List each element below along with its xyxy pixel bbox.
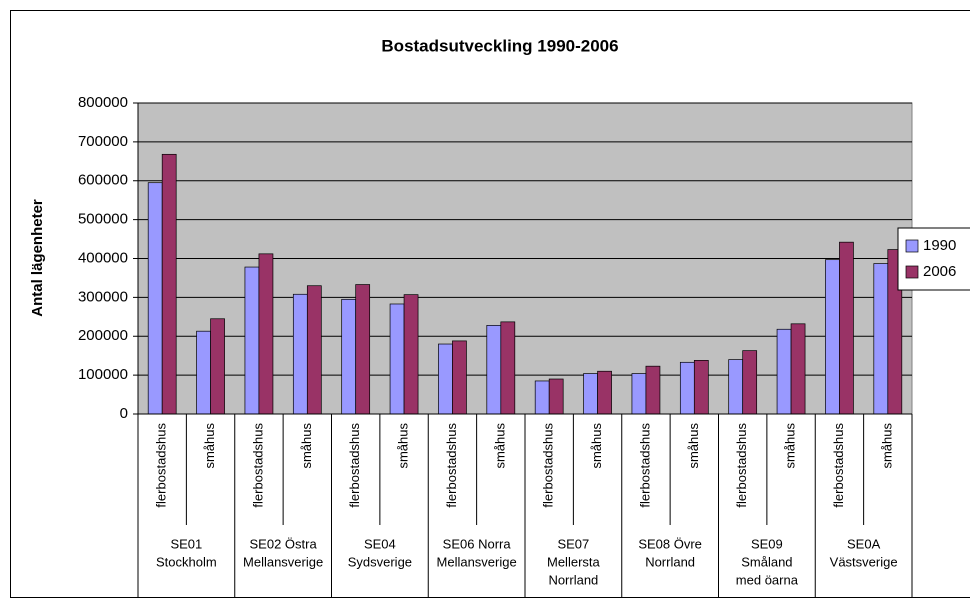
bar xyxy=(548,378,564,415)
x-tick-label: småhus xyxy=(299,423,314,469)
bar xyxy=(776,328,792,415)
x-tick-label: flerbostadshus xyxy=(444,423,459,508)
bar xyxy=(873,263,889,415)
bar xyxy=(839,241,854,415)
x-tick-label: flerbostadshus xyxy=(154,423,169,508)
y-tick-label: 100000 xyxy=(78,366,128,383)
legend-label: 2006 xyxy=(923,263,956,280)
bar xyxy=(341,298,357,415)
bar xyxy=(196,330,211,415)
group-label: SE04 xyxy=(364,536,396,551)
x-tick-label: småhus xyxy=(492,423,507,469)
bar xyxy=(790,323,806,415)
y-tick-label: 200000 xyxy=(78,327,128,344)
group-label: Mellansverige xyxy=(437,554,517,569)
y-tick-label: 600000 xyxy=(78,172,128,189)
bar xyxy=(728,359,744,415)
group-label: med öarna xyxy=(736,572,799,587)
group-label: SE06 Norra xyxy=(443,536,512,551)
x-tick-label: småhus xyxy=(202,423,217,469)
bar xyxy=(210,318,225,415)
bar xyxy=(244,266,260,415)
x-tick-label: flerbostadshus xyxy=(734,423,749,508)
x-tick-label: flerbostadshus xyxy=(347,423,362,508)
y-tick-label: 0 xyxy=(120,405,128,422)
group-label: Mellersta xyxy=(547,554,601,569)
bar xyxy=(645,365,661,415)
bar xyxy=(147,182,163,415)
x-tick-label: flerbostadshus xyxy=(541,423,556,508)
group-label: Norrland xyxy=(645,554,695,569)
bar xyxy=(679,361,695,415)
x-tick-label: småhus xyxy=(783,423,798,469)
y-tick-label: 800000 xyxy=(78,94,128,111)
bar xyxy=(292,293,308,415)
legend-label: 1990 xyxy=(923,237,956,254)
bar xyxy=(452,340,467,415)
chart-title: Bostadsutveckling 1990-2006 xyxy=(381,36,618,55)
group-label: SE02 Östra xyxy=(250,536,318,551)
bar xyxy=(693,360,709,415)
bar xyxy=(306,285,322,415)
x-tick-label: småhus xyxy=(589,423,604,469)
group-label: Norrland xyxy=(548,572,598,587)
group-label: Sydsverige xyxy=(348,554,412,569)
group-label: Stockholm xyxy=(156,554,217,569)
y-tick-label: 300000 xyxy=(78,288,128,305)
x-tick-label: småhus xyxy=(396,423,411,469)
legend-swatch xyxy=(905,265,919,279)
bar xyxy=(597,370,612,415)
bar xyxy=(583,373,598,415)
x-tick-label: småhus xyxy=(879,423,894,469)
y-axis-label: Antal lägenheter xyxy=(29,199,46,317)
group-label: SE01 xyxy=(170,536,202,551)
group-label: SE0A xyxy=(847,536,881,551)
y-tick-label: 500000 xyxy=(78,211,128,228)
bar xyxy=(486,325,502,415)
legend-box xyxy=(897,227,970,291)
y-tick-label: 700000 xyxy=(78,133,128,150)
bar xyxy=(438,343,453,415)
bar xyxy=(161,153,177,415)
bar xyxy=(631,373,647,415)
group-label: Västsverige xyxy=(830,554,898,569)
bar xyxy=(825,259,840,415)
group-label: SE08 Övre xyxy=(638,536,702,551)
bar xyxy=(534,380,550,415)
bar xyxy=(355,284,371,415)
x-tick-label: flerbostadshus xyxy=(831,423,846,508)
group-label: SE07 xyxy=(557,536,589,551)
bar xyxy=(389,303,405,415)
bar xyxy=(742,350,758,415)
bar xyxy=(258,253,274,415)
group-label: Småland xyxy=(741,554,792,569)
group-label: Mellansverige xyxy=(243,554,323,569)
group-label: SE09 xyxy=(751,536,783,551)
legend-swatch xyxy=(905,239,919,253)
bar xyxy=(500,321,516,415)
y-tick-label: 400000 xyxy=(78,249,128,266)
x-tick-label: småhus xyxy=(686,423,701,469)
x-tick-label: flerbostadshus xyxy=(250,423,265,508)
x-tick-label: flerbostadshus xyxy=(637,423,652,508)
bar xyxy=(403,294,419,415)
